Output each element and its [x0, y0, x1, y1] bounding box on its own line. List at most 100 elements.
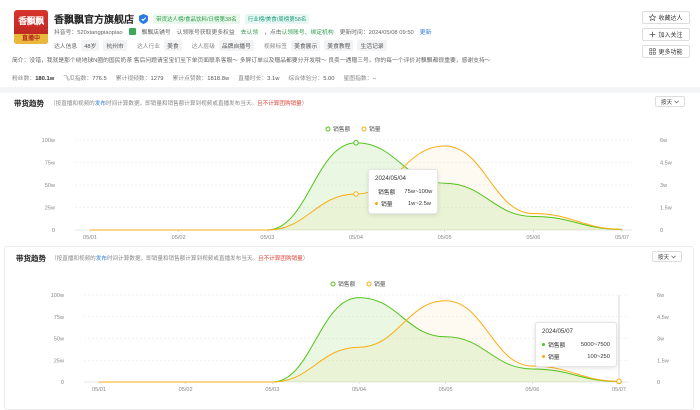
claim-link[interactable]: 去认领 [240, 30, 259, 36]
x-tick-label: 05/06 [526, 235, 540, 241]
note-link: 发布 [95, 256, 107, 262]
x-tick-label: 05/01 [83, 235, 97, 241]
chart-legend: 销售额 销量 [330, 280, 386, 288]
account-type: 飘飘店铺号 [141, 30, 171, 36]
tooltip-value: 100~250 [587, 353, 610, 360]
y-tick-label-left: 75w [45, 161, 56, 167]
industry-rank-tag[interactable]: 行业榜/美食/周榜第58名 [244, 13, 310, 24]
tooltip-value: 1w~2.5w [407, 200, 431, 207]
tooltip-date: 2024/05/04 [375, 175, 406, 182]
stat-video-count: 累计视频数：1279 [116, 73, 164, 82]
granularity-dropdown[interactable]: 按天 [652, 251, 682, 262]
favorite-button[interactable]: 收藏达人 [642, 11, 690, 24]
y-tick-label-left: 25w [54, 358, 65, 364]
y-tick-label-right: 6w [657, 293, 665, 299]
update-time: 2024/05/08 09:50 [368, 30, 414, 36]
y-tick-label-right: 3w [660, 183, 668, 189]
creator-description: 简介：没错，我就是那个绕地球N圈的国民奶茶 售后问题请宝宝们至下单页面联系客服～… [12, 58, 491, 64]
x-tick-label: 05/02 [179, 387, 193, 393]
note-text: 时间计算数据，即销量和销售额计算到视频或直播发布当天。 [105, 101, 258, 107]
stat-label: 飞瓜指数： [63, 76, 93, 82]
stat-value: -- [372, 76, 377, 82]
info-chip-city: 杭州市 [103, 40, 127, 51]
favorite-button-label: 收藏达人 [658, 16, 683, 22]
verify-text: 认领账号获取更多权益 [176, 30, 235, 36]
stat-value: 1279 [150, 76, 164, 82]
note-text: （按直播和视频的 [51, 256, 96, 262]
panel-title: 带货趋势 [16, 254, 46, 263]
rank-tag[interactable]: 带货达人榜/食品饮料/日榜第38名 [153, 13, 240, 24]
plus-icon [650, 31, 656, 38]
x-tick-label: 05/07 [612, 387, 626, 393]
level-label: 达人层级 [191, 44, 215, 50]
tooltip-value: 5000~7500 [580, 341, 610, 348]
note-highlight: 且不计算团购销量 [258, 256, 303, 262]
legend-dot [375, 202, 378, 205]
avatar[interactable]: 香飘飘 直播中 [14, 10, 48, 44]
series-area-sales-volume [99, 300, 619, 382]
stat-value: 5.00 [323, 76, 335, 82]
info-chip-age: 48岁 [81, 40, 100, 51]
refresh-link[interactable]: 更新 [419, 30, 432, 36]
legend-marker [366, 281, 372, 287]
y-tick-label-left: 25w [45, 206, 56, 212]
y-tick-label-right: 4.5w [657, 315, 670, 321]
x-tick-label: 05/02 [172, 235, 186, 241]
chevron-down-icon [674, 99, 679, 103]
stat-followers: 粉丝数：180.1w [12, 73, 54, 82]
y-tick-label-right: 0 [660, 228, 663, 234]
bind-link[interactable]: 认领账号、绑定机构 [281, 30, 334, 36]
creator-info-row: 达人信息 48岁 杭州市 达人行业 美食 达人层级 品牌自播号 视频标签 美食展… [54, 40, 387, 51]
x-tick-label: 05/05 [439, 387, 453, 393]
video-tag-chip: 美食展示 [291, 40, 321, 51]
x-tick-label: 05/03 [260, 235, 274, 241]
x-tick-label: 05/01 [92, 387, 106, 393]
stat-label: 综合体验分： [288, 76, 324, 82]
data-point-sales-volume [616, 378, 622, 384]
y-tick-label-left: 75w [54, 315, 65, 321]
tooltip-label: 销售额 [378, 190, 396, 196]
stat-label: 累计视频数： [115, 76, 151, 82]
live-badge: 直播中 [14, 34, 48, 44]
sales-trend-panel: 带货趋势 （按直播和视频的发布时间计算数据，即销量和销售额计算到视频或直播发布当… [0, 93, 700, 245]
note-text: ） [302, 256, 309, 262]
y-tick-label-right: 1.5w [660, 206, 673, 212]
y-tick-label-left: 50w [54, 337, 65, 343]
note-text: （按直播和视频的 [50, 101, 95, 107]
dropdown-value: 按天 [660, 99, 673, 106]
meta-row: 抖音号：520xiangpiaopiao 飘飘店铺号 认领账号获取更多权益 去认… [54, 27, 431, 36]
chevron-down-icon [671, 254, 676, 258]
tooltip-value: 75w~100w [404, 188, 433, 195]
title-row: 香飘飘官方旗舰店 带货达人榜/食品饮料/日榜第38名 行业榜/美食/周榜第58名 [54, 11, 310, 26]
info-label: 达人信息 [54, 44, 78, 50]
grid-icon [649, 48, 657, 55]
avatar-logo-text: 香飘飘 [18, 16, 44, 26]
stat-value: 180.1w [35, 76, 55, 82]
y-tick-label-left: 0 [52, 228, 55, 234]
legend-marker [330, 281, 336, 287]
industry-chip: 美食 [164, 40, 182, 51]
panel-note: （按直播和视频的发布时间计算数据，即销量和销售额计算到视频或直播发布当天。且不计… [51, 254, 308, 262]
chart-legend: 销售额 销量 [325, 125, 381, 133]
legend-label: 销售额 [338, 280, 356, 288]
tooltip-label: 销量 [381, 202, 393, 208]
follow-button[interactable]: 加入关注 [642, 28, 690, 41]
creator-header: 香飘飘 直播中 香飘飘官方旗舰店 带货达人榜/食品饮料/日榜第38名 行业榜/美… [0, 0, 700, 96]
level-chip: 品牌自播号 [218, 40, 254, 51]
data-point-sales-amount [353, 140, 359, 146]
series-area-sales-volume [90, 146, 622, 230]
stat-live-duration: 直播时长：3.1w [238, 73, 279, 82]
y-tick-label-right: 4.5w [660, 161, 673, 167]
more-functions-button[interactable]: 更多功能 [642, 45, 690, 58]
tooltip-row-amount: 销售额 75w~100w [375, 187, 433, 197]
granularity-dropdown[interactable]: 按天 [655, 96, 685, 107]
section-divider [0, 87, 700, 93]
dropdown-value: 按天 [657, 254, 670, 261]
update-label: 更新时间： [339, 30, 369, 36]
tooltip-row-volume: 销量 100~250 [542, 352, 610, 361]
series-line-sales-volume [89, 145, 623, 231]
legend-marker [325, 126, 331, 132]
x-tick-label: 05/03 [265, 387, 279, 393]
